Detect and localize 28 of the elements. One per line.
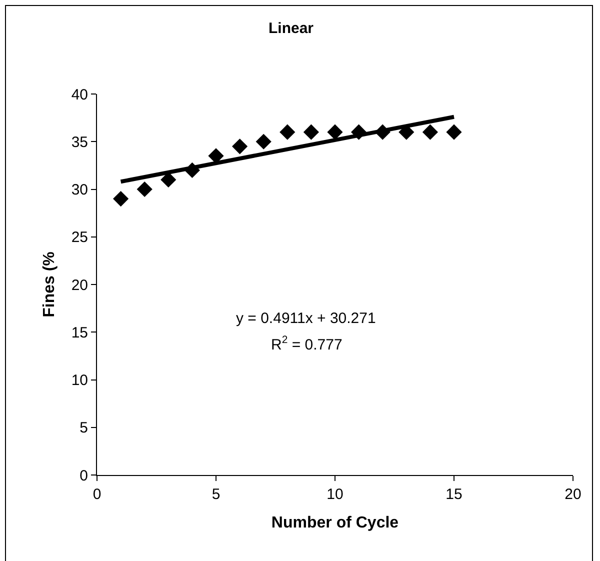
x-tick-label: 15	[446, 486, 462, 503]
y-tick-label: 20	[71, 276, 88, 294]
x-tick-label: 0	[92, 486, 102, 503]
x-tick-label: 10	[326, 486, 344, 503]
y-tick-label: 30	[71, 182, 88, 198]
point	[113, 190, 129, 207]
y-axis-title: Fines (%	[41, 252, 58, 318]
x-tick-label: 20	[564, 486, 582, 503]
point	[256, 134, 272, 150]
point	[136, 181, 152, 198]
x-axis-title: Number of Cycle	[271, 514, 399, 532]
point	[422, 124, 438, 140]
y-tick-label: 15	[71, 324, 88, 342]
y-tick-label: 40	[71, 86, 88, 104]
annotation: R$^{2}$ = 0.777	[271, 334, 342, 354]
point	[303, 124, 319, 140]
y-tick-label: 5	[80, 420, 88, 437]
point	[446, 124, 462, 140]
y-tick-label: 25	[71, 229, 88, 246]
point	[280, 124, 296, 140]
y-tick-label: 0	[80, 467, 88, 484]
point	[232, 138, 248, 154]
point	[327, 124, 343, 140]
y-tick-label: 35	[71, 134, 88, 151]
annotation: y = 0.4911x + 30.271	[236, 310, 376, 327]
chart-title: Linear	[268, 20, 314, 37]
y-tick-label: 10	[71, 372, 88, 389]
x-tick-label: 5	[212, 486, 220, 503]
